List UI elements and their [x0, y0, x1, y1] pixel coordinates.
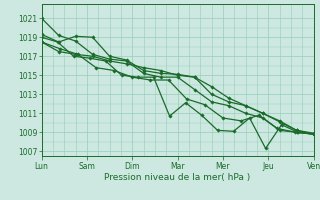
X-axis label: Pression niveau de la mer( hPa ): Pression niveau de la mer( hPa ) [104, 173, 251, 182]
